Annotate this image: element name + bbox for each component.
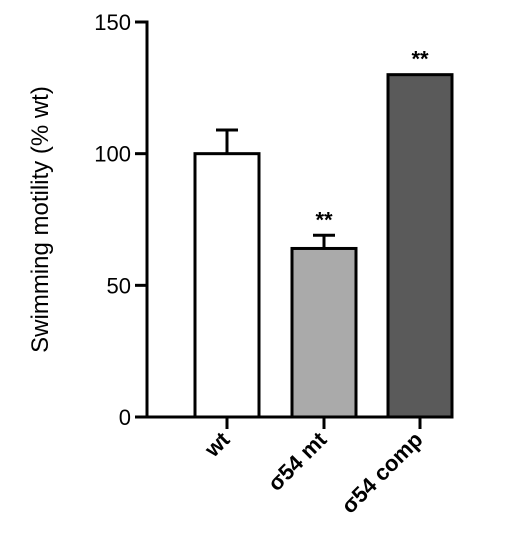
bar-3 — [386, 73, 454, 419]
error-bars — [216, 128, 335, 249]
y-tick-label: 100 — [94, 142, 131, 167]
significance-labels: ** ** — [315, 47, 429, 233]
x-category-label: σ54 mt — [263, 426, 332, 495]
y-tick-label: 150 — [94, 10, 131, 35]
y-tick-label: 0 — [119, 405, 131, 430]
bar-1 — [193, 152, 261, 419]
x-ticks: wt σ54 mt σ54 comp — [199, 417, 428, 518]
y-tick-label: 50 — [107, 273, 131, 298]
y-axis-label: Swimming motility (% wt) — [27, 86, 54, 353]
bars — [193, 73, 454, 419]
x-category-label: wt — [199, 426, 235, 462]
significance-label: ** — [315, 207, 333, 232]
significance-label: ** — [411, 47, 429, 72]
x-category-label: σ54 comp — [336, 427, 427, 518]
bar-2 — [290, 246, 358, 419]
y-ticks: 0 50 100 150 — [94, 10, 147, 430]
